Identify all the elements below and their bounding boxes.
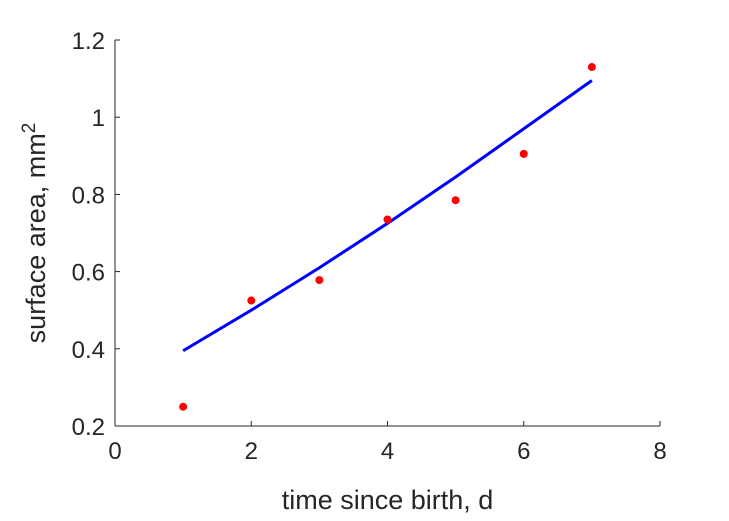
x-tick-label: 8 [653, 438, 666, 465]
x-tick-label: 4 [381, 438, 394, 465]
ticks: 0 2 4 6 8 0.2 0.4 0.6 0.8 1 1.2 [72, 28, 667, 465]
y-tick-label: 1 [92, 105, 105, 132]
data-point [451, 196, 460, 205]
x-axis-label: time since birth, d [282, 485, 494, 515]
data-point [315, 276, 324, 285]
x-tick-label: 6 [517, 438, 530, 465]
plot-area [179, 63, 596, 411]
data-point [587, 63, 596, 72]
data-point [519, 149, 528, 158]
y-tick-label: 0.6 [72, 260, 105, 287]
x-tick-label: 2 [245, 438, 258, 465]
data-point [383, 215, 392, 224]
x-tick-label: 0 [108, 438, 121, 465]
y-axis-label-text: surface area, mm [21, 133, 51, 343]
data-point [179, 402, 188, 411]
y-tick-label: 0.4 [72, 337, 105, 364]
y-axis-label-superscript: 2 [19, 123, 40, 134]
y-tick-label: 0.8 [72, 182, 105, 209]
y-tick-label: 1.2 [72, 28, 105, 55]
axes [114, 40, 660, 427]
data-point [247, 296, 256, 305]
y-tick-label: 0.2 [72, 414, 105, 441]
y-axis-label: surface area, mm2 [19, 123, 52, 344]
